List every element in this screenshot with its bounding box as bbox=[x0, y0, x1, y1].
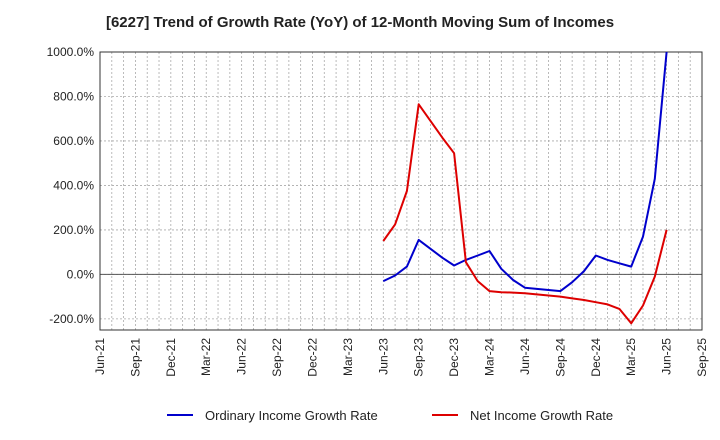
x-tick-label: Mar-25 bbox=[624, 338, 638, 376]
plot-border bbox=[99, 51, 703, 331]
y-tick-label: 1000.0% bbox=[47, 45, 95, 59]
y-tick-label: 200.0% bbox=[53, 223, 94, 237]
y-tick-label: 600.0% bbox=[53, 134, 94, 148]
legend-swatch-net-income bbox=[432, 414, 458, 416]
x-tick-label: Sep-24 bbox=[553, 338, 567, 377]
axes bbox=[99, 51, 703, 331]
x-tick-label: Jun-24 bbox=[518, 338, 532, 375]
series-line-net-income bbox=[382, 103, 668, 325]
x-tick-label: Dec-24 bbox=[589, 338, 603, 377]
y-tick-label: -200.0% bbox=[49, 312, 94, 326]
y-tick-label: 0.0% bbox=[67, 267, 95, 281]
x-tick-label: Sep-22 bbox=[270, 338, 284, 377]
x-tick-label: Jun-21 bbox=[93, 338, 107, 375]
y-tick-label: 400.0% bbox=[53, 178, 94, 192]
legend: Ordinary Income Growth Rate Net Income G… bbox=[0, 404, 720, 426]
grid bbox=[99, 51, 703, 330]
x-tick-label: Sep-25 bbox=[695, 338, 709, 377]
x-tick-label: Sep-21 bbox=[128, 338, 142, 377]
x-tick-label: Sep-23 bbox=[412, 338, 426, 377]
x-tick-label: Mar-24 bbox=[483, 338, 497, 376]
legend-item-net-income: Net Income Growth Rate bbox=[432, 404, 613, 426]
legend-label-ordinary-income: Ordinary Income Growth Rate bbox=[205, 407, 378, 423]
series-line-ordinary-income bbox=[382, 51, 668, 293]
y-tick-label: 800.0% bbox=[53, 89, 94, 103]
x-tick-label: Dec-22 bbox=[305, 338, 319, 377]
series-lines bbox=[382, 51, 668, 325]
x-tick-label: Jun-22 bbox=[235, 338, 249, 375]
x-tick-label: Dec-21 bbox=[164, 338, 178, 377]
legend-swatch-ordinary-income bbox=[167, 414, 193, 416]
x-tick-label: Jun-23 bbox=[376, 338, 390, 375]
x-tick-label: Mar-23 bbox=[341, 338, 355, 376]
tick-labels: -200.0% 0.0% 200.0% 400.0% 600.0% 800.0% 1000.… bbox=[47, 45, 709, 377]
legend-label-net-income: Net Income Growth Rate bbox=[470, 407, 614, 423]
x-tick-label: Mar-22 bbox=[199, 338, 213, 376]
chart-title: [6227] Trend of Growth Rate (YoY) of 12-… bbox=[105, 14, 615, 31]
x-tick-label: Jun-25 bbox=[660, 338, 674, 375]
legend-item-ordinary-income: Ordinary Income Growth Rate bbox=[167, 404, 378, 426]
x-tick-label: Dec-23 bbox=[447, 338, 461, 377]
